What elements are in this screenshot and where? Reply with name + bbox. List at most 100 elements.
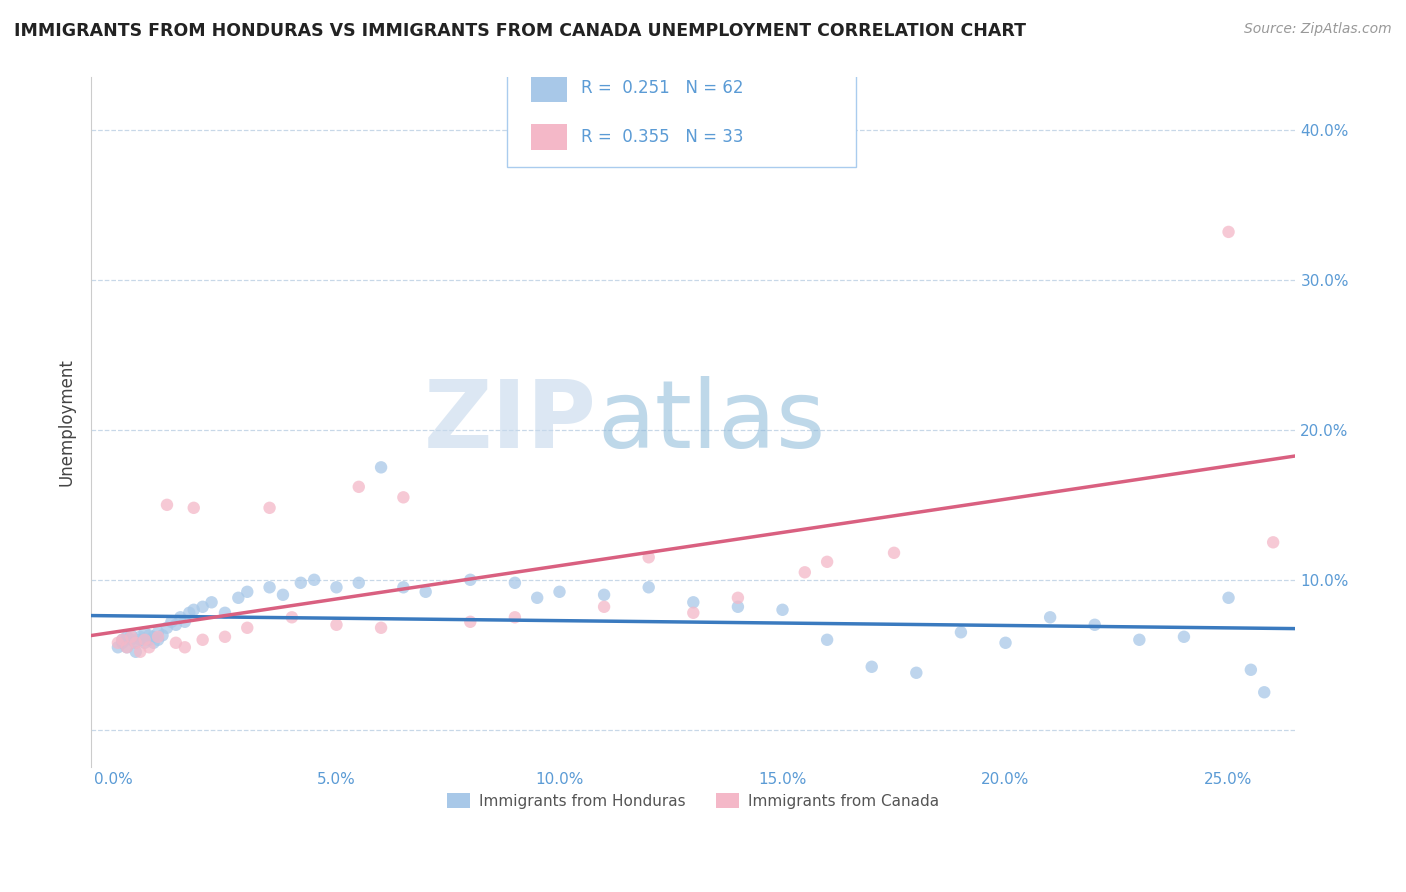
Text: ZIP: ZIP [425,376,598,468]
Point [152,628,174,642]
Point [111,632,134,647]
Point [236,584,259,599]
Point [134,636,156,650]
Point [905,665,928,680]
Point [1253,685,1275,699]
Point [1173,630,1195,644]
Point [236,621,259,635]
Point [503,610,526,624]
Point [949,625,972,640]
Point [142,636,165,650]
Point [290,575,312,590]
Point [191,599,214,614]
Point [134,632,156,647]
Point [793,566,815,580]
Point [165,617,187,632]
Point [1218,591,1240,605]
Text: atlas: atlas [598,376,825,468]
Point [142,630,165,644]
Point [548,584,571,599]
Point [129,645,152,659]
Point [1128,632,1150,647]
Point [107,640,129,655]
Y-axis label: Unemployment: Unemployment [58,359,75,486]
Point [125,636,148,650]
Point [138,632,160,647]
Point [370,621,392,635]
Point [815,632,838,647]
Point [593,588,616,602]
Point [146,625,169,640]
Point [415,584,437,599]
Point [146,632,169,647]
Point [125,636,148,650]
Point [115,640,138,655]
Point [179,606,201,620]
Point [772,603,794,617]
Point [347,575,370,590]
Point [129,632,152,647]
Point [183,603,205,617]
Text: R =  0.251   N = 62: R = 0.251 N = 62 [581,79,744,97]
Text: Source: ZipAtlas.com: Source: ZipAtlas.com [1244,22,1392,37]
Point [325,617,347,632]
Point [1039,610,1062,624]
Point [1084,617,1107,632]
Point [815,555,838,569]
Point [111,632,134,647]
FancyBboxPatch shape [530,124,567,150]
Point [637,580,659,594]
Point [994,636,1017,650]
FancyBboxPatch shape [530,75,567,102]
Text: R =  0.355   N = 33: R = 0.355 N = 33 [581,128,744,145]
Point [138,628,160,642]
Point [120,630,142,644]
Point [682,606,704,620]
Point [347,480,370,494]
Point [392,580,415,594]
Point [214,606,236,620]
Point [169,610,191,624]
Point [160,615,183,629]
Point [503,575,526,590]
Point [637,550,659,565]
Point [392,491,415,505]
Point [115,630,138,644]
Point [860,660,883,674]
Point [259,500,281,515]
Point [302,573,325,587]
Point [370,460,392,475]
Point [107,636,129,650]
Point [138,640,160,655]
Point [682,595,704,609]
Point [146,630,169,644]
Text: IMMIGRANTS FROM HONDURAS VS IMMIGRANTS FROM CANADA UNEMPLOYMENT CORRELATION CHAR: IMMIGRANTS FROM HONDURAS VS IMMIGRANTS F… [14,22,1026,40]
Point [111,636,134,650]
FancyBboxPatch shape [506,63,856,167]
Point [458,573,481,587]
Point [173,615,195,629]
Point [727,591,749,605]
Point [214,630,236,644]
Point [281,610,304,624]
Point [1240,663,1263,677]
Point [125,645,148,659]
Legend: Immigrants from Honduras, Immigrants from Canada: Immigrants from Honduras, Immigrants fro… [441,787,946,814]
Point [156,621,179,635]
Point [883,546,905,560]
Point [458,615,481,629]
Point [173,640,195,655]
Point [1263,535,1285,549]
Point [1218,225,1240,239]
Point [727,599,749,614]
Point [593,599,616,614]
Point [183,500,205,515]
Point [156,498,179,512]
Point [115,640,138,655]
Point [325,580,347,594]
Point [191,632,214,647]
Point [271,588,294,602]
Point [526,591,548,605]
Point [259,580,281,594]
Point [165,636,187,650]
